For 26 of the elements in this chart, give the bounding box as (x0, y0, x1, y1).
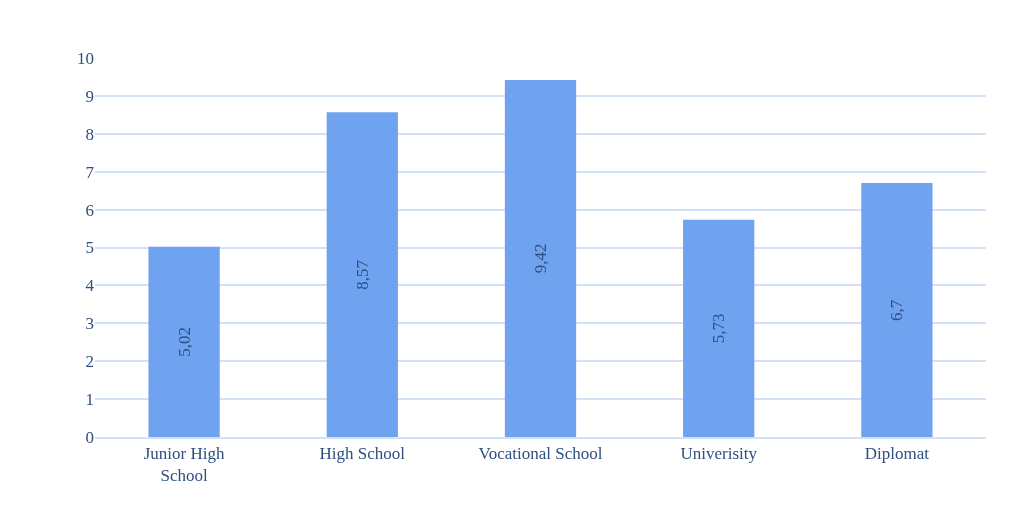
x-tick-label: Diplomat (864, 444, 930, 464)
y-tick-label: 10 (77, 48, 94, 68)
y-tick-label: 3 (85, 314, 94, 334)
bar (148, 246, 220, 437)
bar (326, 112, 398, 437)
data-label: 6,7 (887, 299, 907, 321)
y-tick-label: 0 (85, 427, 94, 447)
y-tick-label: 7 (85, 162, 95, 182)
y-tick-label: 1 (85, 390, 94, 410)
bar (504, 79, 577, 437)
y-tick-label: 4 (85, 276, 95, 296)
bar (683, 219, 755, 437)
data-label: 9,42 (531, 243, 550, 274)
y-tick-label: 5 (85, 238, 94, 258)
data-label: 5,73 (709, 313, 729, 344)
x-tick-label: Junior High School (143, 444, 225, 486)
data-label: 5,02 (174, 326, 194, 357)
x-tick-label: Univerisity (680, 444, 758, 464)
x-tick-label: Vocational School (478, 444, 603, 464)
data-label: 8,57 (352, 259, 372, 290)
y-tick-label: 8 (85, 124, 94, 144)
y-tick-label: 6 (85, 200, 94, 220)
y-tick-label: 2 (85, 352, 94, 372)
x-tick-label: High School (319, 444, 406, 464)
y-tick-label: 9 (85, 86, 94, 106)
bar (861, 183, 933, 437)
